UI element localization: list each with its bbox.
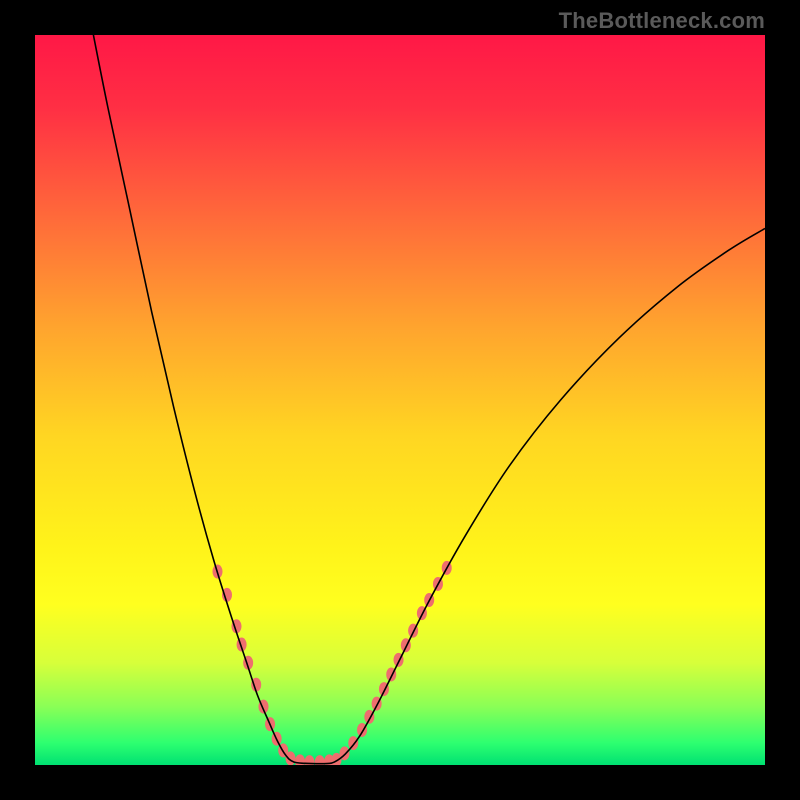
watermark-text: TheBottleneck.com [559,8,765,34]
outer-frame: TheBottleneck.com [0,0,800,800]
plot-svg [35,35,765,765]
plot-area [35,35,765,765]
scatter-marker [286,751,296,765]
